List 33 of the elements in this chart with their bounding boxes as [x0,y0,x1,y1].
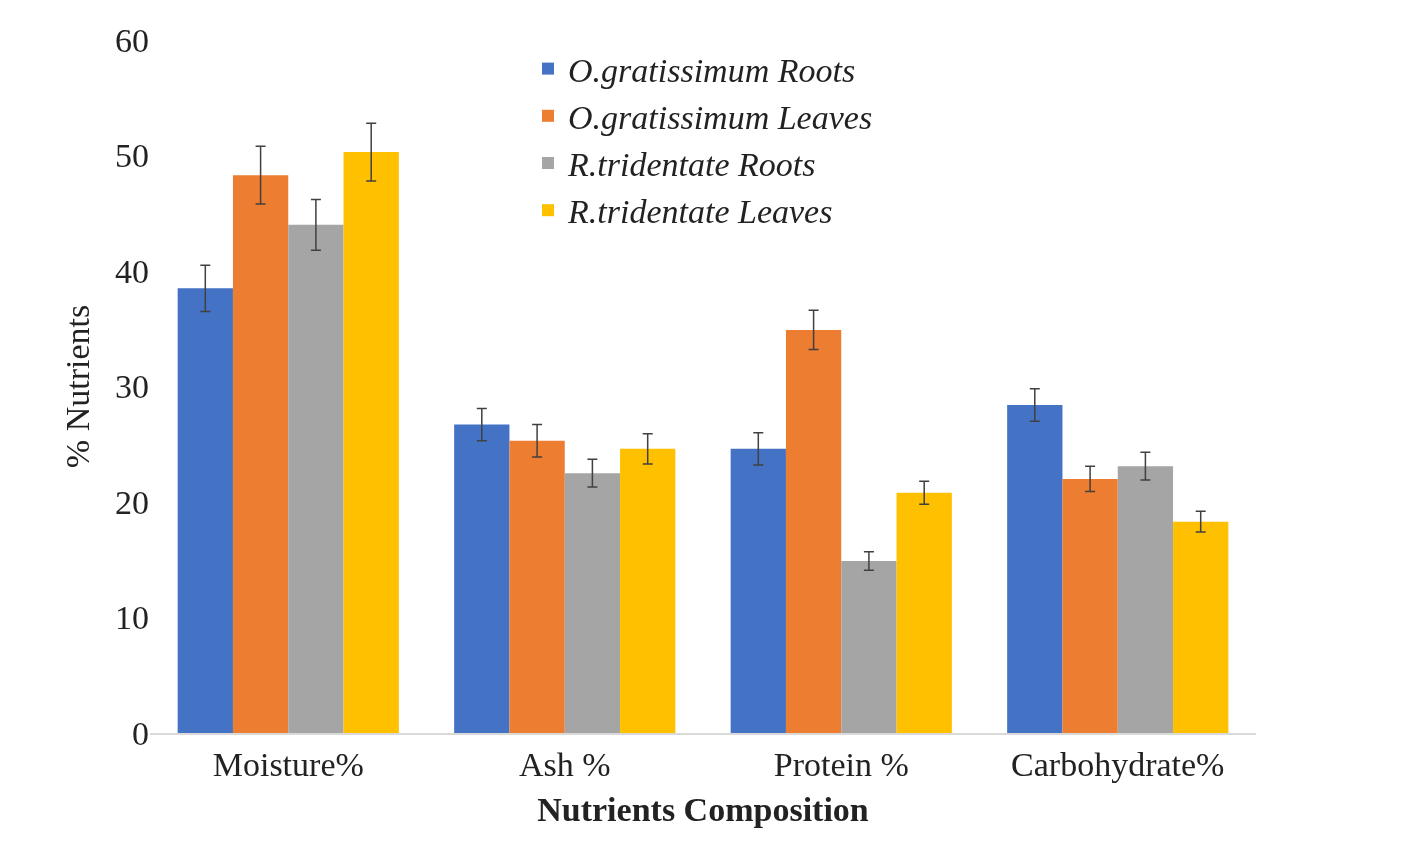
bar [841,560,897,733]
y-tick-label: 20 [115,483,149,521]
bar [177,288,233,733]
legend-label: R.tridentate Roots [567,146,816,184]
y-tick-label: 10 [115,599,149,637]
bar [343,152,399,733]
bar [1173,521,1229,733]
y-axis-title: % Nutrients [58,304,96,469]
x-tick-label: Moisture% [212,745,364,783]
x-axis-title: Nutrients Composition [537,790,869,828]
bar [1062,478,1118,733]
y-tick-label: 40 [115,252,149,290]
bar [232,175,289,733]
bar [1117,466,1174,733]
bar [730,448,786,733]
bar [509,440,565,733]
bar [1007,404,1063,733]
y-tick-label: 0 [132,714,149,752]
bar [785,329,842,733]
x-tick-label: Protein % [773,745,909,783]
bar [620,448,676,733]
y-tick-label: 50 [115,137,149,175]
x-tick-label: Carbohydrate% [1011,745,1225,783]
bar [454,424,510,733]
x-tick-label: Ash % [518,745,611,783]
legend-label: O.gratissimum Roots [568,51,856,89]
y-tick-label: 30 [115,368,149,406]
bar [288,224,344,733]
legend-label: R.tridentate Leaves [567,193,833,231]
y-tick-label: 60 [115,21,149,59]
bar [564,473,621,733]
bar [896,492,952,733]
legend-label: O.gratissimum Leaves [568,99,873,137]
